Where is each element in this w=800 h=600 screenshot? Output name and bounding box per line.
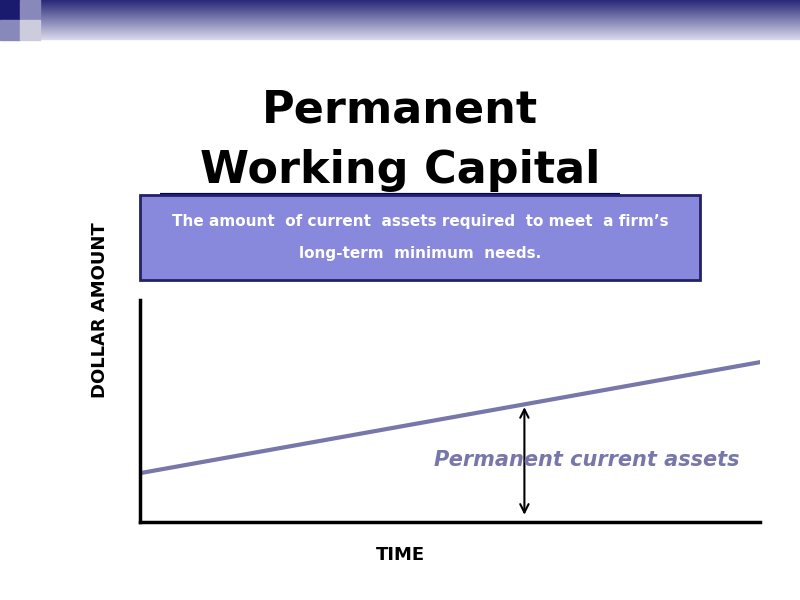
Bar [0,20,20,40]
Bar [140,195,700,280]
Text: long-term  minimum  needs.: long-term minimum needs. [299,246,541,261]
Text: Working Capital: Working Capital [200,148,600,191]
Text: Permanent current assets: Permanent current assets [434,450,739,470]
Text: The amount  of current  assets required  to meet  a firm’s: The amount of current assets required to… [172,214,668,229]
Text: TIME: TIME [375,546,425,564]
Bar [0,0,20,20]
Bar [20,0,40,20]
Bar [20,20,40,40]
Text: Permanent: Permanent [262,88,538,131]
Text: DOLLAR AMOUNT: DOLLAR AMOUNT [91,222,109,398]
